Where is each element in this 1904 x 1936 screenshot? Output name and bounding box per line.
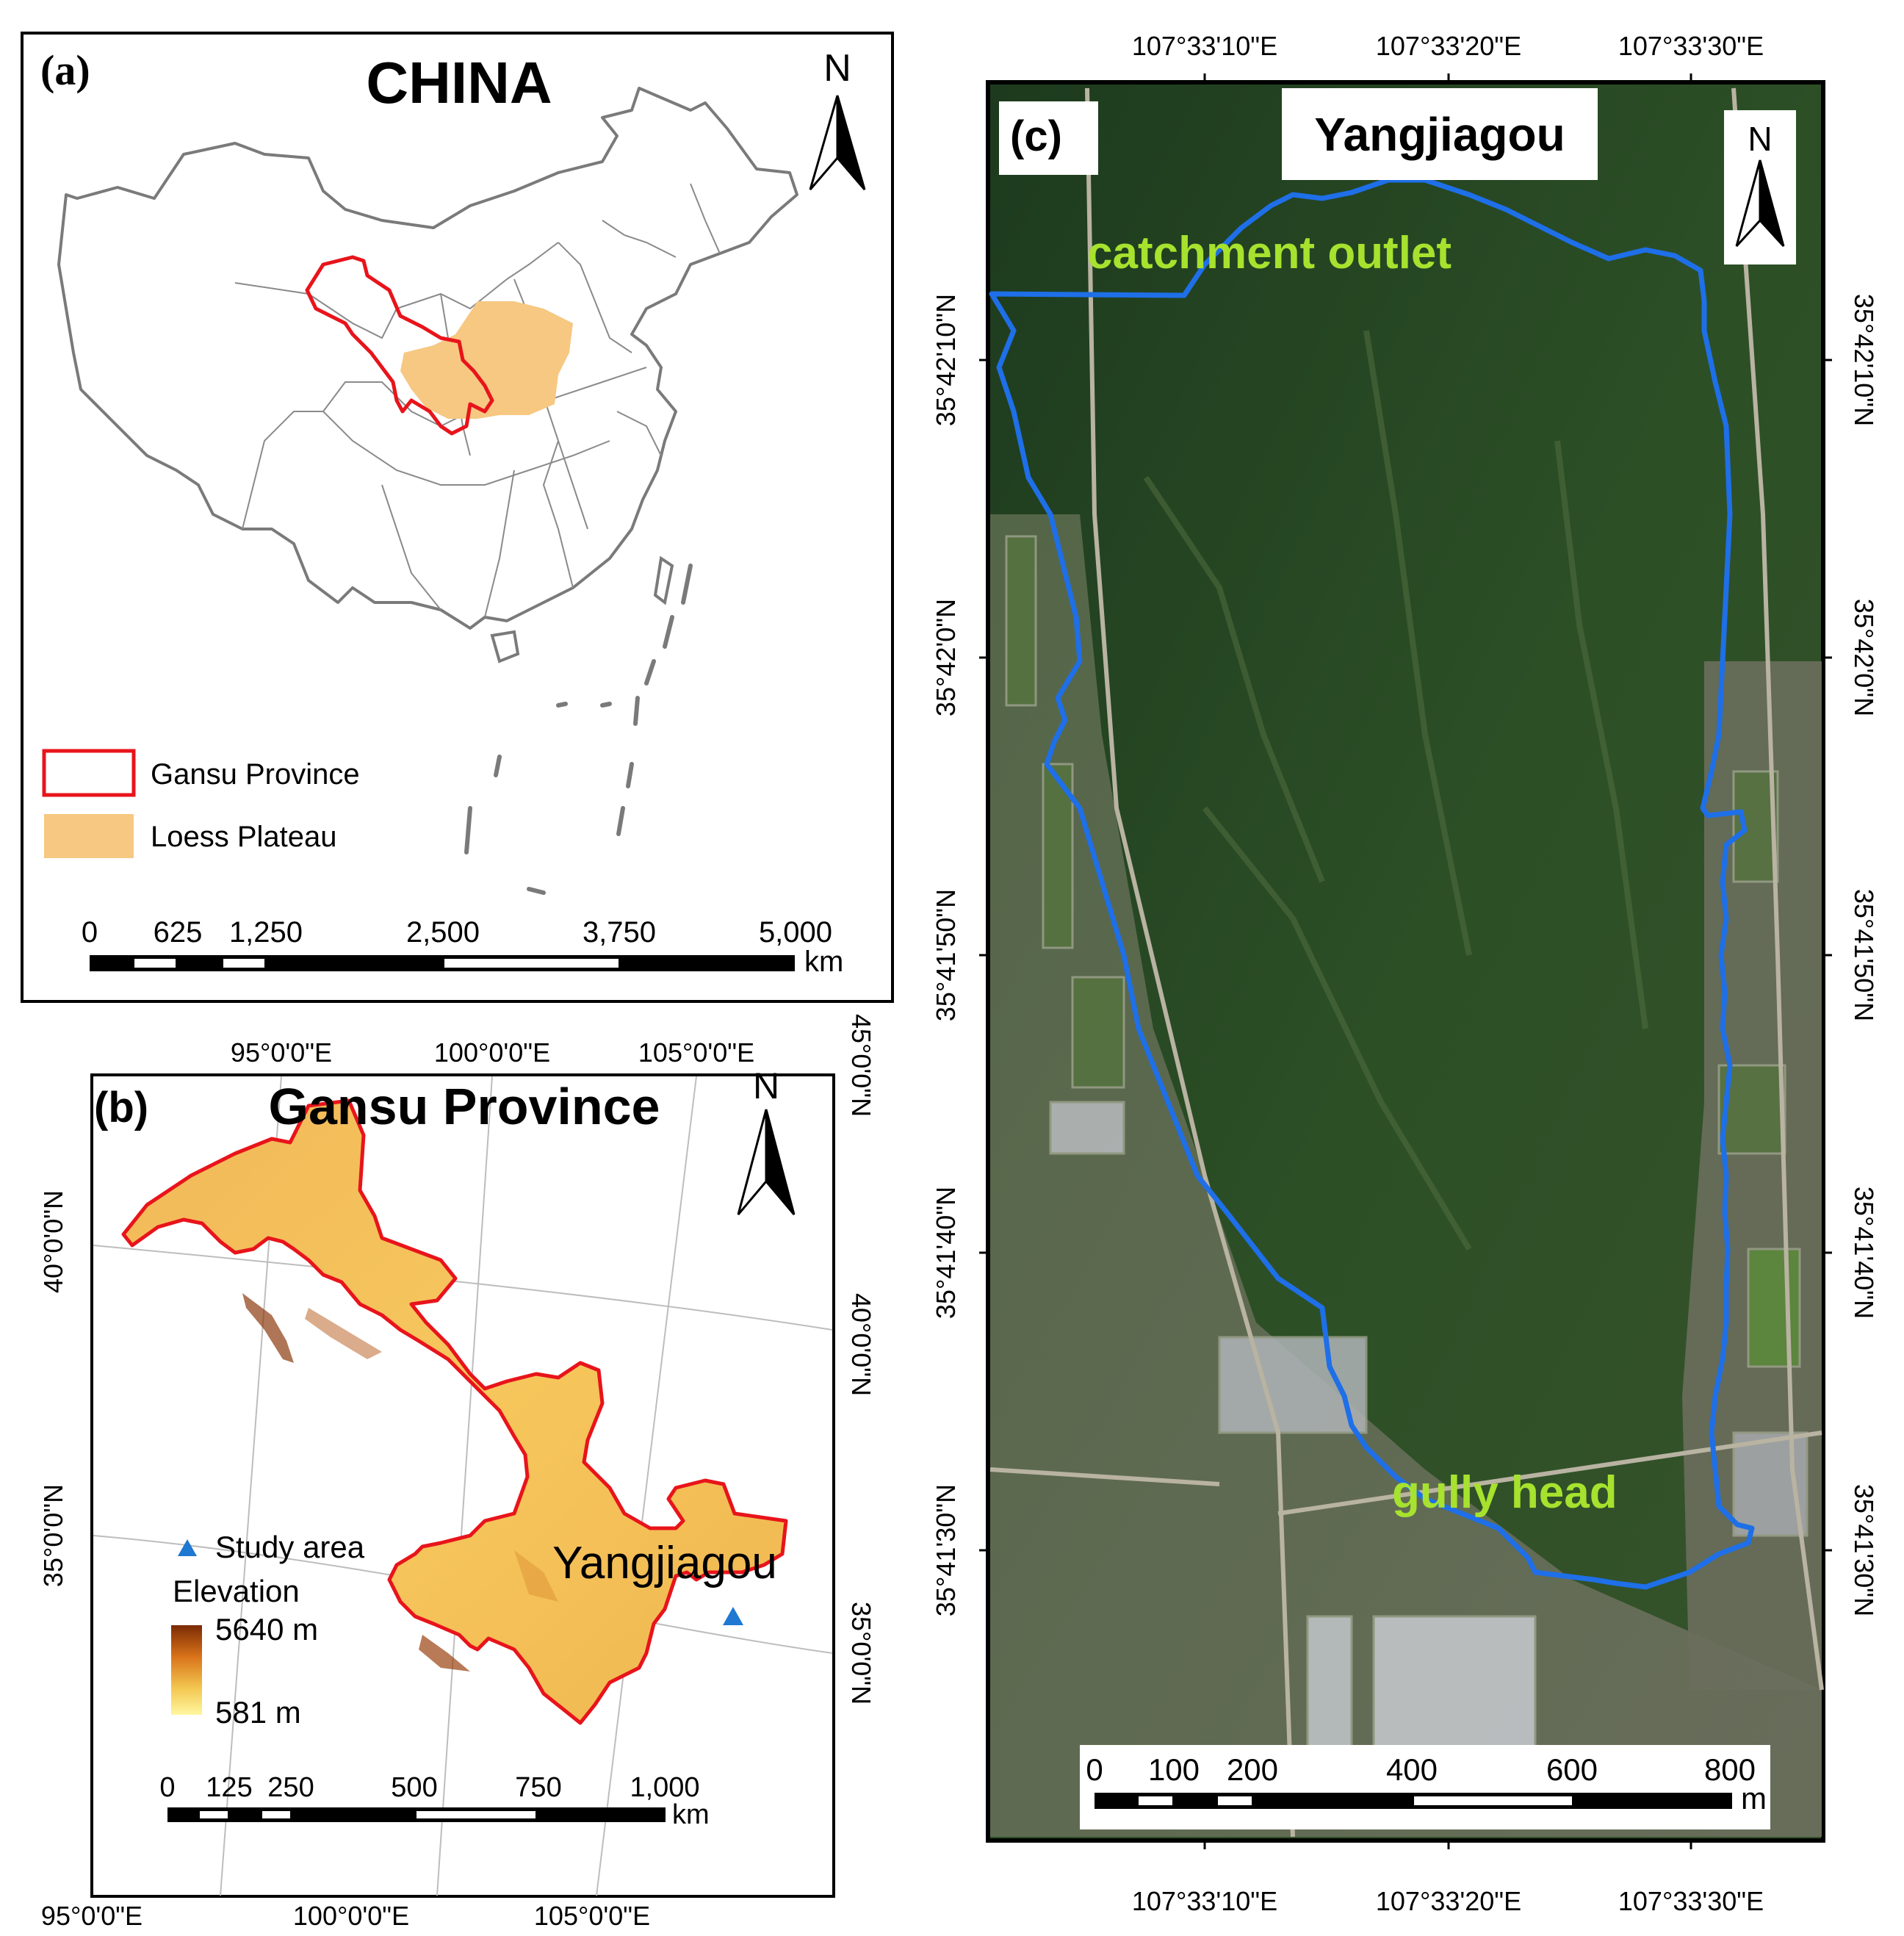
c-right-lat-2: 35°41'50"N [1849, 889, 1879, 1021]
svg-text:500: 500 [391, 1772, 437, 1803]
svg-text:N: N [753, 1065, 779, 1106]
svg-text:m: m [1741, 1781, 1767, 1816]
b-right-lat-2: 35°0'0"N [846, 1602, 876, 1705]
gansu-elevation-area [121, 1098, 788, 1725]
elevation-legend-title: Elevation [173, 1574, 300, 1608]
b-top-lon-2: 105°0'0"E [638, 1037, 754, 1068]
scale-a-tick-5: 5,000 [759, 916, 832, 949]
scale-a-tick-3: 2,500 [406, 916, 480, 949]
svg-text:100: 100 [1148, 1752, 1200, 1787]
south-china-sea-islands [464, 564, 693, 895]
legend-loess-swatch [44, 814, 134, 858]
panel-b-title: Gansu Province [269, 1078, 660, 1135]
b-left-lat-1: 35°0'0"N [38, 1484, 68, 1587]
c-top-lon-2: 107°33'30"E [1618, 31, 1764, 61]
panel-a-title: CHINA [366, 50, 552, 115]
svg-text:km: km [672, 1799, 710, 1830]
svg-text:400: 400 [1386, 1752, 1438, 1787]
c-left-lat-3: 35°41'40"N [931, 1187, 961, 1319]
panel-b-gansu-map: (b) Gansu Province Yangjiagou N Study ar… [0, 1007, 904, 1932]
scale-bar-c: 0 100 200 400 600 800 m [1086, 1752, 1767, 1816]
b-left-lat-0: 40°0'0"N [38, 1190, 68, 1293]
svg-text:0: 0 [159, 1772, 175, 1803]
scale-bar-b: 0 125 250 500 750 1,000 km [159, 1772, 709, 1830]
scale-a-tick-2: 1,250 [229, 916, 303, 949]
farmland-left [990, 514, 1822, 1837]
b-bottom-lon-1: 100°0'0"E [293, 1901, 409, 1931]
elevation-min-label: 581 m [215, 1695, 301, 1730]
svg-text:200: 200 [1227, 1752, 1278, 1787]
c-bottom-lon-2: 107°33'30"E [1618, 1886, 1764, 1916]
c-top-lon-0: 107°33'10"E [1132, 31, 1277, 61]
svg-text:1,000: 1,000 [630, 1772, 699, 1803]
qilian-mountains-shading [242, 1293, 294, 1363]
terrain-ridges [1143, 330, 1648, 1251]
b-right-lat-1: 40°0'0"N [846, 1293, 876, 1396]
svg-text:N: N [823, 47, 851, 90]
elevation-max-label: 5640 m [215, 1612, 318, 1647]
legend-study-area-label: Study area [215, 1530, 365, 1564]
study-area-marker-icon [723, 1607, 743, 1625]
b-bottom-lon-0: 95°0'0"E [41, 1901, 143, 1931]
b-bottom-lon-2: 105°0'0"E [534, 1901, 650, 1931]
c-bottom-lon-0: 107°33'10"E [1132, 1886, 1277, 1916]
svg-text:N: N [1748, 120, 1772, 158]
scale-bar-a: 0 625 1,250 2,500 3,750 5,000 km [82, 916, 843, 978]
c-left-lat-4: 35°41'30"N [931, 1484, 961, 1616]
c-right-lat-1: 35°42'0"N [1849, 599, 1879, 716]
legend-loess-label: Loess Plateau [151, 821, 337, 853]
taiwan-island [653, 555, 674, 605]
c-ticks [979, 73, 1832, 1849]
yangjiagou-site-label: Yangjiagou [552, 1538, 777, 1588]
svg-text:800: 800 [1704, 1752, 1756, 1787]
c-right-lat-3: 35°41'40"N [1849, 1187, 1879, 1319]
svg-text:0: 0 [1086, 1752, 1103, 1787]
gully-head-label: gully head [1392, 1467, 1618, 1518]
legend-gansu-swatch [42, 749, 136, 797]
gansu-outline [305, 255, 494, 436]
hainan-island [490, 630, 520, 663]
catchment-boundary [989, 177, 1755, 1590]
panel-b-label: (b) [94, 1084, 148, 1131]
svg-text:750: 750 [515, 1772, 561, 1803]
c-bottom-lon-1: 107°33'20"E [1376, 1886, 1521, 1916]
c-left-lat-2: 35°41'50"N [931, 889, 961, 1021]
svg-text:250: 250 [267, 1772, 314, 1803]
c-left-lat-1: 35°42'0"N [931, 599, 961, 716]
b-top-lon-1: 100°0'0"E [434, 1037, 550, 1068]
c-right-lat-0: 35°42'10"N [1849, 294, 1879, 426]
elevation-color-ramp [171, 1625, 202, 1715]
roads [989, 87, 1824, 1838]
panel-c-title: Yangjiagou [1314, 108, 1565, 161]
scale-a-tick-0: 0 [82, 916, 98, 949]
b-right-lat-0: 45°0'0"N [846, 1014, 876, 1117]
scale-a-tick-1: 625 [154, 916, 203, 949]
svg-text:125: 125 [206, 1772, 252, 1803]
panel-a-label: (a) [40, 46, 90, 94]
svg-text:600: 600 [1546, 1752, 1598, 1787]
panel-a-china-map: (a) CHINA N Gansu Province Loess Plateau… [0, 0, 904, 1007]
panel-c-label: (c) [1010, 112, 1062, 160]
loess-plateau-area [400, 301, 573, 419]
legend-gansu-label: Gansu Province [151, 758, 360, 791]
north-arrow-icon: N [809, 47, 866, 190]
c-left-lat-0: 35°42'10"N [931, 294, 961, 426]
scale-a-unit: km [804, 946, 843, 978]
c-right-lat-4: 35°41'30"N [1849, 1484, 1879, 1616]
panel-c-satellite-map: (c) Yangjiagou N catchment outlet gully … [911, 0, 1904, 1932]
north-arrow-b-icon: N [737, 1065, 796, 1215]
scale-a-tick-4: 3,750 [583, 916, 656, 949]
b-top-lon-0: 95°0'0"E [231, 1037, 332, 1068]
c-top-lon-1: 107°33'20"E [1376, 31, 1521, 61]
north-arrow-c-icon: N [1735, 120, 1785, 248]
legend-study-area-icon [178, 1539, 197, 1556]
catchment-outlet-label: catchment outlet [1087, 228, 1452, 278]
